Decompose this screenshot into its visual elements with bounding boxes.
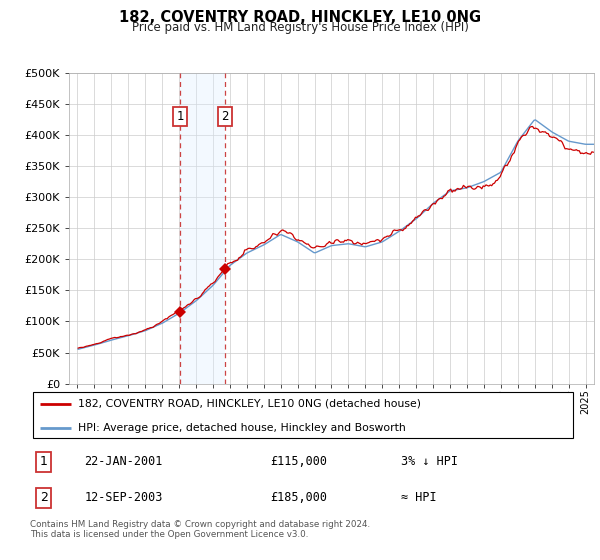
Text: 22-JAN-2001: 22-JAN-2001 [85, 455, 163, 468]
Text: 2: 2 [40, 491, 48, 505]
Text: ≈ HPI: ≈ HPI [401, 491, 437, 505]
Text: 12-SEP-2003: 12-SEP-2003 [85, 491, 163, 505]
Text: 2: 2 [221, 110, 229, 123]
Text: £115,000: £115,000 [270, 455, 327, 468]
Text: HPI: Average price, detached house, Hinckley and Bosworth: HPI: Average price, detached house, Hinc… [78, 423, 406, 433]
Text: 1: 1 [40, 455, 48, 468]
Text: 1: 1 [176, 110, 184, 123]
Text: Contains HM Land Registry data © Crown copyright and database right 2024.
This d: Contains HM Land Registry data © Crown c… [30, 520, 370, 539]
Text: Price paid vs. HM Land Registry's House Price Index (HPI): Price paid vs. HM Land Registry's House … [131, 21, 469, 34]
Text: 182, COVENTRY ROAD, HINCKLEY, LE10 0NG: 182, COVENTRY ROAD, HINCKLEY, LE10 0NG [119, 10, 481, 25]
Text: 182, COVENTRY ROAD, HINCKLEY, LE10 0NG (detached house): 182, COVENTRY ROAD, HINCKLEY, LE10 0NG (… [78, 399, 421, 409]
Text: 3% ↓ HPI: 3% ↓ HPI [401, 455, 458, 468]
FancyBboxPatch shape [33, 393, 573, 437]
Text: £185,000: £185,000 [270, 491, 327, 505]
Bar [180, 73, 225, 384]
